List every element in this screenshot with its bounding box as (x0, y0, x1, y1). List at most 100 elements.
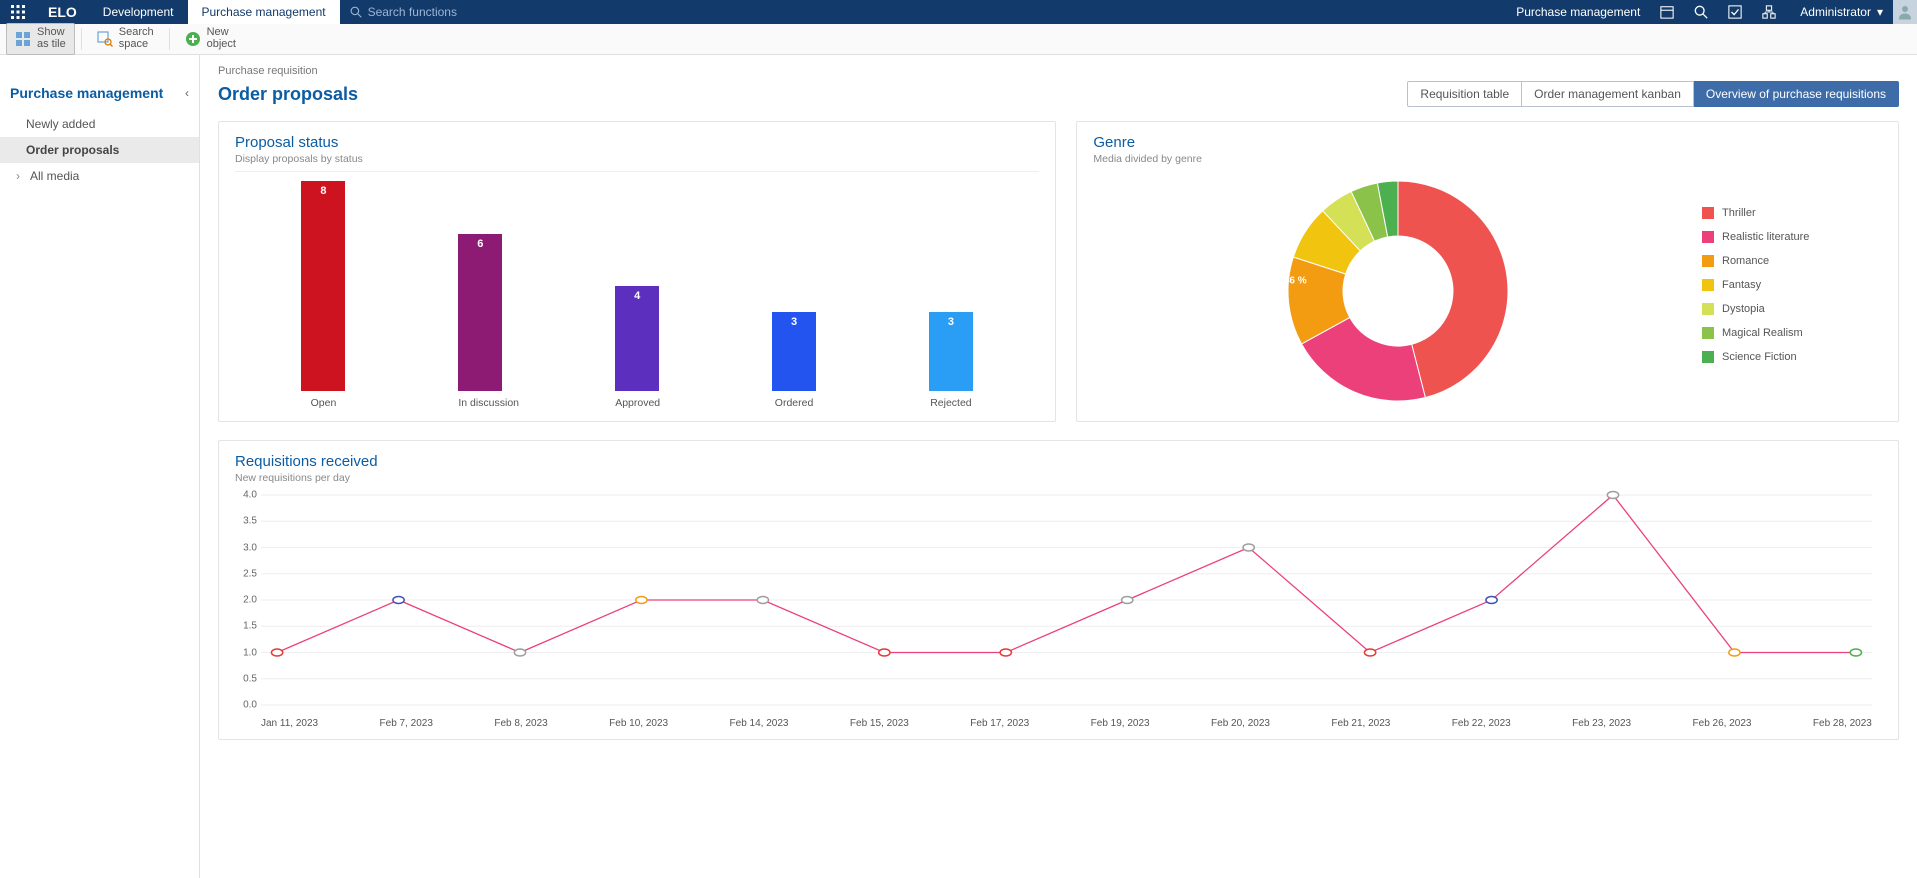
y-tick: 4.0 (243, 490, 257, 501)
person-icon (1896, 3, 1914, 21)
bar-value: 3 (772, 316, 816, 328)
legend-item[interactable]: Magical Realism (1702, 327, 1852, 339)
x-tick: Feb 10, 2023 (609, 718, 668, 729)
search-icon-right[interactable] (1684, 0, 1718, 24)
x-tick: Feb 23, 2023 (1572, 718, 1631, 729)
line-point[interactable] (1000, 649, 1011, 656)
bar-value: 6 (458, 238, 502, 250)
line-point[interactable] (757, 597, 768, 604)
bar[interactable] (301, 181, 345, 391)
top-tab[interactable]: Purchase management (188, 0, 340, 24)
show-tile-label: Show as tile (37, 27, 66, 50)
org-icon[interactable] (1752, 0, 1786, 24)
x-tick: Feb 28, 2023 (1813, 718, 1872, 729)
x-tick: Feb 7, 2023 (380, 718, 433, 729)
tasks-icon[interactable] (1718, 0, 1752, 24)
calendar-icon[interactable] (1650, 0, 1684, 24)
user-menu[interactable]: Administrator ▾ (1786, 0, 1893, 24)
page-title: Order proposals (218, 84, 358, 105)
legend-item[interactable]: Fantasy (1702, 279, 1852, 291)
line-point[interactable] (1486, 597, 1497, 604)
line-point[interactable] (1850, 649, 1861, 656)
user-name: Administrator (1800, 5, 1871, 19)
x-tick: Feb 15, 2023 (850, 718, 909, 729)
y-tick: 2.5 (243, 568, 257, 579)
line-point[interactable] (1243, 544, 1254, 551)
sidebar-item[interactable]: Order proposals (0, 137, 199, 163)
line-point[interactable] (1364, 649, 1375, 656)
bar-value: 8 (301, 185, 345, 197)
app-logo: ELO (36, 0, 89, 24)
caret-down-icon: ▾ (1877, 5, 1883, 19)
show-as-tile-button[interactable]: Show as tile (6, 23, 75, 54)
line-chart-area: 0.00.51.01.52.02.53.03.54.0 (261, 490, 1872, 710)
legend-swatch (1702, 255, 1714, 267)
line-point[interactable] (393, 597, 404, 604)
search-placeholder: Search functions (368, 5, 457, 19)
apps-grid-icon[interactable] (0, 0, 36, 24)
card-subtitle: Media divided by genre (1093, 153, 1882, 165)
avatar[interactable] (1893, 0, 1917, 24)
x-tick: Jan 11, 2023 (261, 718, 318, 729)
legend-swatch (1702, 279, 1714, 291)
sidebar-collapse-icon[interactable]: ‹ (185, 86, 189, 100)
line-point[interactable] (1607, 492, 1618, 499)
bar-chart-labels: OpenIn discussionApprovedOrderedRejected (235, 391, 1039, 409)
donut-chart: 46 %21 %13 %8 % (1093, 171, 1702, 411)
context-label[interactable]: Purchase management (1506, 0, 1650, 24)
y-tick: 0.5 (243, 673, 257, 684)
y-tick: 1.0 (243, 647, 257, 658)
view-tab[interactable]: Requisition table (1407, 81, 1522, 107)
function-search[interactable]: Search functions (340, 0, 560, 24)
line-point[interactable] (1729, 649, 1740, 656)
legend-item[interactable]: Thriller (1702, 207, 1852, 219)
main-content: Purchase requisition Order proposals Req… (200, 55, 1917, 878)
requisitions-received-card: Requisitions received New requisitions p… (218, 440, 1899, 740)
legend-item[interactable]: Dystopia (1702, 303, 1852, 315)
x-tick: Feb 20, 2023 (1211, 718, 1270, 729)
x-tick: Feb 17, 2023 (970, 718, 1029, 729)
line-point[interactable] (879, 649, 890, 656)
legend-item[interactable]: Realistic literature (1702, 231, 1852, 243)
donut-slice-label: 13 % (1120, 293, 1143, 304)
sidebar-item[interactable]: Newly added (0, 111, 199, 137)
legend-label: Realistic literature (1722, 231, 1809, 243)
top-tab[interactable]: Development (89, 0, 188, 24)
view-tabs: Requisition tableOrder management kanban… (1407, 81, 1899, 107)
legend-swatch (1702, 207, 1714, 219)
tile-icon (15, 31, 31, 47)
sidebar: Purchase management ‹ Newly addedOrder p… (0, 55, 200, 878)
legend-item[interactable]: Science Fiction (1702, 351, 1852, 363)
line-point[interactable] (1122, 597, 1133, 604)
y-tick: 3.5 (243, 516, 257, 527)
legend-label: Romance (1722, 255, 1769, 267)
y-tick: 1.5 (243, 621, 257, 632)
card-subtitle: New requisitions per day (235, 472, 1882, 484)
donut-slice-label: 21 % (1169, 361, 1192, 372)
card-title: Genre (1093, 134, 1882, 151)
legend-swatch (1702, 327, 1714, 339)
line-point[interactable] (636, 597, 647, 604)
legend-label: Fantasy (1722, 279, 1761, 291)
add-icon (185, 31, 201, 47)
bar-value: 3 (929, 316, 973, 328)
view-tab[interactable]: Overview of purchase requisitions (1694, 81, 1899, 107)
donut-slice-label: 8 % (1135, 241, 1152, 252)
y-tick: 2.0 (243, 595, 257, 606)
y-tick: 0.0 (243, 700, 257, 711)
new-object-button[interactable]: New object (176, 23, 245, 54)
line-chart-x-labels: Jan 11, 2023Feb 7, 2023Feb 8, 2023Feb 10… (261, 718, 1872, 729)
toolbar: Show as tile Search space New object (0, 24, 1917, 55)
line-point[interactable] (514, 649, 525, 656)
card-subtitle: Display proposals by status (235, 153, 1039, 165)
legend-swatch (1702, 303, 1714, 315)
search-space-button[interactable]: Search space (88, 23, 163, 54)
toolbar-separator (81, 28, 82, 50)
sidebar-item[interactable]: All media (0, 163, 199, 189)
line-point[interactable] (271, 649, 282, 656)
bar[interactable] (458, 234, 502, 392)
legend-label: Science Fiction (1722, 351, 1797, 363)
view-tab[interactable]: Order management kanban (1522, 81, 1694, 107)
legend-item[interactable]: Romance (1702, 255, 1852, 267)
card-title: Proposal status (235, 134, 1039, 151)
